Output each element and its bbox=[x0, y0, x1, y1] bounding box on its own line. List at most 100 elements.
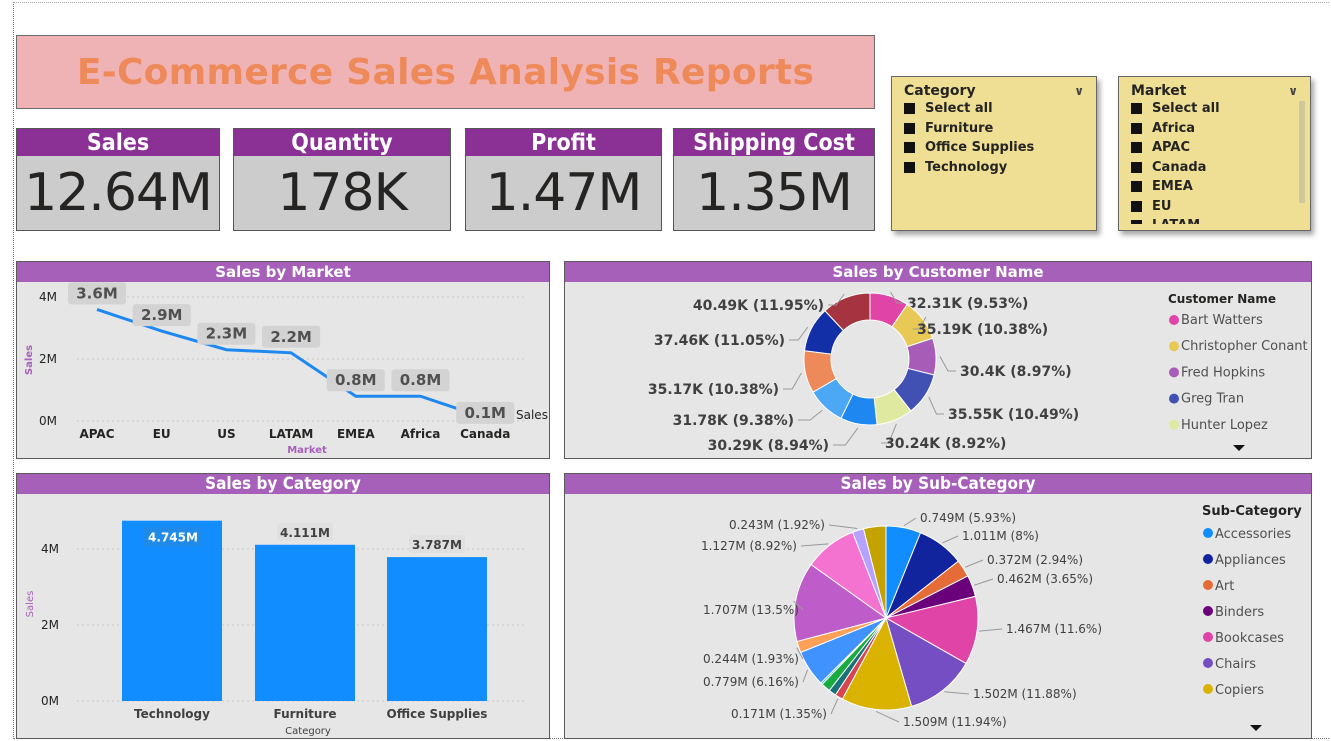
slice-label: 0.372M (2.94%) bbox=[987, 553, 1083, 567]
bar bbox=[122, 520, 222, 701]
market-slicer-header[interactable]: Market ∨ bbox=[1131, 83, 1298, 99]
legend-title: Customer Name bbox=[1168, 292, 1276, 306]
caret-down-icon bbox=[1250, 725, 1262, 731]
market-option[interactable]: LATAM bbox=[1131, 216, 1298, 224]
category-option[interactable]: Technology bbox=[904, 158, 1084, 178]
x-tick-label: Furniture bbox=[273, 707, 336, 721]
slice-label: 1.127M (8.92%) bbox=[701, 539, 797, 553]
kpi-card-quantity[interactable]: Quantity 178K bbox=[233, 128, 451, 231]
data-label: 2.9M bbox=[141, 306, 183, 324]
kpi-label: Shipping Cost bbox=[674, 129, 874, 156]
sales-line bbox=[96, 307, 486, 420]
leader-line bbox=[789, 326, 809, 341]
checkbox-icon[interactable] bbox=[1131, 142, 1142, 154]
category-option[interactable]: Furniture bbox=[904, 119, 1084, 139]
sales-by-market-chart[interactable]: 0M 2M 4M 3.6M 2.9M 2.3M 2.2M 0.8M 0.8M 0.1M APAC EU… bbox=[17, 282, 549, 458]
leader-line bbox=[802, 669, 809, 683]
leader-line bbox=[913, 316, 927, 330]
checkbox-icon[interactable] bbox=[904, 122, 915, 134]
leader-line bbox=[830, 698, 839, 715]
category-slicer-header[interactable]: Category ∨ bbox=[904, 83, 1084, 99]
series-label: Sales bbox=[516, 408, 548, 422]
legend-marker bbox=[1203, 658, 1213, 668]
market-option-label: Select all bbox=[1152, 101, 1220, 117]
chevron-down-icon[interactable]: ∨ bbox=[1074, 84, 1084, 98]
category-option[interactable]: Select all bbox=[904, 99, 1084, 119]
sales-by-category-panel: Sales by Category 0M 2M 4M 4.745M Technology… bbox=[16, 473, 550, 739]
kpi-card-shipping-cost[interactable]: Shipping Cost 1.35M bbox=[673, 128, 875, 231]
pie-slice bbox=[885, 616, 967, 707]
y-tick-label: 2M bbox=[41, 618, 59, 632]
data-label-bg bbox=[326, 369, 385, 392]
leader-line bbox=[796, 647, 804, 660]
market-option[interactable]: Africa bbox=[1131, 119, 1298, 139]
checkbox-icon[interactable] bbox=[1131, 122, 1142, 134]
market-option-label: EMEA bbox=[1152, 179, 1193, 195]
slice-label: 37.46K (11.05%) bbox=[654, 333, 785, 349]
kpi-card-profit[interactable]: Profit 1.47M bbox=[465, 128, 662, 231]
slice-label: 1.467M (11.6%) bbox=[1006, 622, 1102, 636]
market-option-label: EU bbox=[1152, 198, 1172, 214]
checkbox-icon[interactable] bbox=[1131, 181, 1142, 193]
data-label-bg bbox=[197, 322, 256, 345]
legend-marker bbox=[1203, 580, 1213, 590]
category-slicer[interactable]: Category ∨ Select all Furniture Office Sup… bbox=[891, 76, 1097, 231]
kpi-value: 1.35M bbox=[696, 163, 853, 223]
data-label: 0.8M bbox=[400, 371, 442, 389]
checkbox-icon[interactable] bbox=[904, 142, 915, 154]
kpi-label: Quantity bbox=[234, 129, 450, 156]
chart-title: Sales by Sub-Category bbox=[565, 474, 1311, 494]
sales-by-customer-chart[interactable]: 32.31K (9.53%) 35.19K (10.38%) 30.4K (8.97… bbox=[565, 282, 1311, 458]
market-slicer[interactable]: Market ∨ Select all Africa APAC Canada EMEA E… bbox=[1118, 76, 1311, 231]
sales-by-subcategory-panel: Sales by Sub-Category 0.749M (5.93%) 1.01… bbox=[564, 473, 1312, 739]
checkbox-icon[interactable] bbox=[904, 103, 915, 115]
y-tick-label: 4M bbox=[39, 290, 57, 304]
leader-line bbox=[939, 356, 956, 372]
market-slicer-title: Market bbox=[1131, 83, 1187, 99]
leader-line bbox=[928, 396, 944, 415]
market-option[interactable]: EU bbox=[1131, 197, 1298, 217]
chevron-down-icon[interactable]: ∨ bbox=[1288, 84, 1298, 98]
market-option[interactable]: Select all bbox=[1131, 99, 1298, 119]
market-option[interactable]: EMEA bbox=[1131, 177, 1298, 197]
checkbox-icon[interactable] bbox=[1131, 220, 1142, 224]
slice-label: 35.19K (10.38%) bbox=[917, 322, 1048, 338]
checkbox-icon[interactable] bbox=[1131, 103, 1142, 115]
checkbox-icon[interactable] bbox=[1131, 161, 1142, 173]
x-tick-label: Africa bbox=[401, 427, 441, 441]
checkbox-icon[interactable] bbox=[904, 161, 915, 173]
slice-label: 0.171M (1.35%) bbox=[731, 707, 827, 721]
bar bbox=[387, 557, 487, 701]
market-option[interactable]: APAC bbox=[1131, 138, 1298, 158]
leader-line bbox=[973, 578, 994, 586]
slice-label: 32.31K (9.53%) bbox=[907, 296, 1028, 312]
sales-by-subcategory-chart[interactable]: 0.749M (5.93%) 1.011M (8%) 0.372M (2.94%) 0… bbox=[565, 494, 1311, 738]
data-label-bg bbox=[144, 526, 202, 547]
pie-slice bbox=[884, 595, 979, 665]
x-axis-title: Market bbox=[287, 445, 327, 456]
bar bbox=[255, 544, 355, 701]
checkbox-icon[interactable] bbox=[1131, 200, 1142, 212]
market-slicer-scrollbar[interactable] bbox=[1299, 101, 1305, 203]
category-option-label: Technology bbox=[925, 159, 1008, 175]
legend-item: Christopher Conant bbox=[1181, 339, 1308, 354]
sales-by-category-chart[interactable]: 0M 2M 4M 4.745M Technology 4.111M Furniture 3.7… bbox=[17, 494, 549, 738]
x-tick-label: Canada bbox=[460, 427, 510, 441]
market-option[interactable]: Canada bbox=[1131, 158, 1298, 178]
leader-line bbox=[979, 628, 1003, 632]
leader-line bbox=[798, 409, 823, 421]
legend-item: Appliances bbox=[1215, 553, 1286, 568]
category-option-label: Furniture bbox=[925, 120, 994, 136]
leader-line bbox=[828, 293, 845, 306]
data-label-bg bbox=[277, 522, 333, 541]
data-label: 0.1M bbox=[464, 404, 506, 422]
category-option[interactable]: Office Supplies bbox=[904, 138, 1084, 158]
kpi-label: Profit bbox=[466, 129, 661, 156]
slice-label: 0.462M (3.65%) bbox=[997, 572, 1093, 586]
x-tick-label: EMEA bbox=[337, 427, 375, 441]
x-axis-title: Category bbox=[285, 726, 331, 737]
data-label: 3.6M bbox=[76, 284, 118, 302]
kpi-card-sales[interactable]: Sales 12.64M bbox=[16, 128, 220, 231]
data-label-bg bbox=[68, 282, 126, 305]
